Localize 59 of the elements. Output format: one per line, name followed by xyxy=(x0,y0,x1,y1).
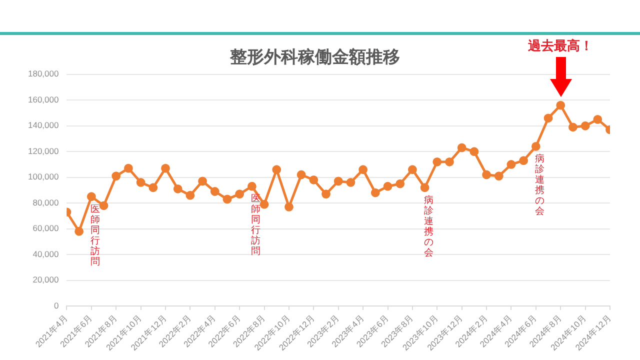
point xyxy=(296,170,306,180)
y-tick-label: 0 xyxy=(54,300,59,310)
y-tick-label: 20,000 xyxy=(32,274,59,285)
point xyxy=(334,176,343,186)
point xyxy=(580,121,590,130)
point xyxy=(99,201,108,210)
point xyxy=(112,172,121,180)
point xyxy=(186,190,195,200)
point xyxy=(470,147,479,156)
point xyxy=(260,200,269,209)
y-tick-label: 100,000 xyxy=(28,172,59,182)
point xyxy=(136,178,146,187)
point xyxy=(173,184,182,194)
y-tick-label: 160,000 xyxy=(28,94,59,104)
point xyxy=(457,143,466,152)
point xyxy=(593,114,602,124)
y-tick-label: 40,000 xyxy=(32,248,59,259)
point xyxy=(74,226,84,236)
point xyxy=(396,179,405,188)
text: 過去最高！ xyxy=(527,38,594,54)
point xyxy=(370,188,380,198)
point xyxy=(420,183,430,192)
point xyxy=(284,202,294,212)
point xyxy=(247,182,256,191)
point xyxy=(519,156,528,166)
point xyxy=(531,142,540,151)
point xyxy=(432,157,442,166)
point xyxy=(322,190,330,199)
annotation: 病診連携の会 xyxy=(424,194,434,258)
point xyxy=(408,165,417,174)
y-tick-label: 120,000 xyxy=(28,146,59,156)
point xyxy=(556,100,566,110)
point xyxy=(210,187,220,196)
y-tick-label: 60,000 xyxy=(32,223,59,234)
point xyxy=(124,164,133,173)
point xyxy=(161,164,170,173)
point xyxy=(148,183,158,192)
point xyxy=(544,114,553,123)
point xyxy=(568,122,578,132)
point xyxy=(235,190,244,199)
y-tick-label: 140,000 xyxy=(28,120,59,130)
point xyxy=(494,172,504,180)
point xyxy=(198,176,207,186)
point xyxy=(222,194,232,204)
point xyxy=(346,178,356,187)
y-tick-label: 180,000 xyxy=(28,68,59,79)
point xyxy=(272,165,282,174)
annotation: 医師同行訪問 xyxy=(90,204,100,268)
y-tick-label: 80,000 xyxy=(32,197,59,208)
annotation: 病診連携の会 xyxy=(534,152,545,218)
point xyxy=(445,157,454,166)
point xyxy=(383,182,392,191)
point xyxy=(86,192,96,202)
point xyxy=(506,160,516,169)
point xyxy=(358,165,368,174)
annotation: 医師同行訪問 xyxy=(250,194,261,258)
chart-title: 整形外科稼働金額推移 xyxy=(229,48,400,68)
point xyxy=(309,175,318,184)
point xyxy=(482,170,491,180)
